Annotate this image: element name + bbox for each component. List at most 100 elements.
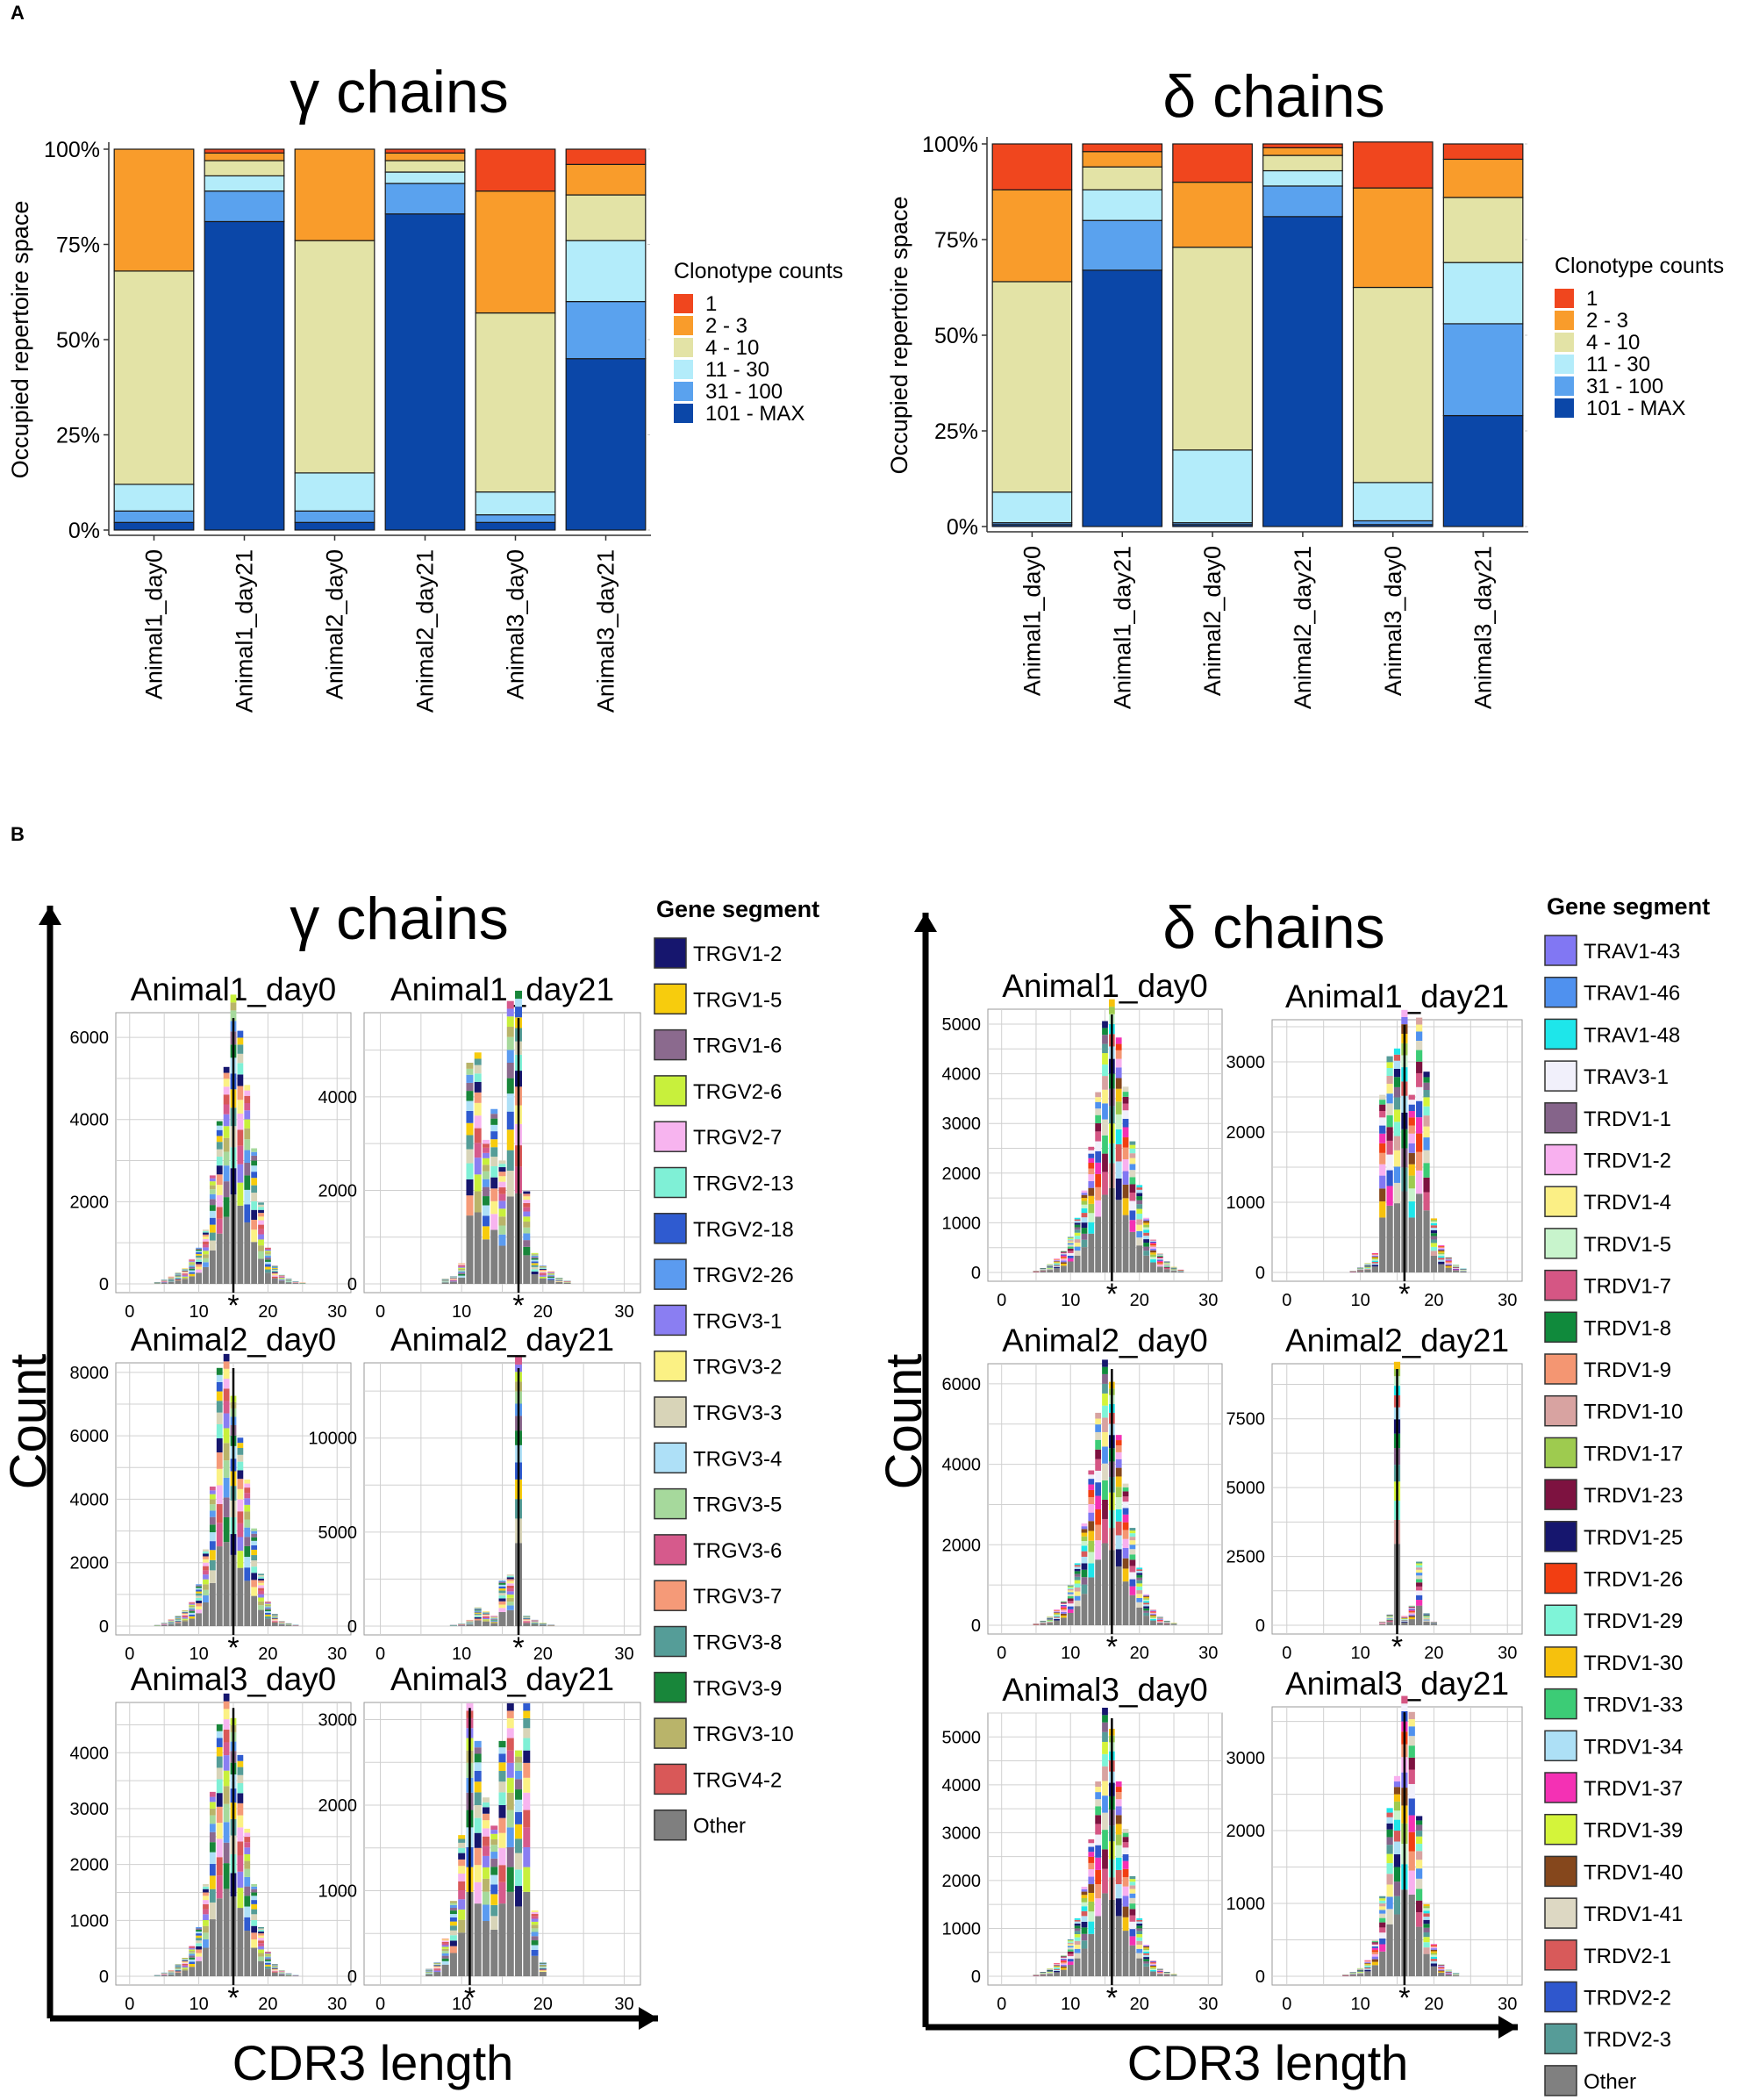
bar-segment: [1115, 1440, 1122, 1445]
bar-segment: [1408, 1608, 1415, 1609]
bar-segment: [168, 1279, 175, 1281]
bar-segment: [251, 1155, 258, 1161]
bar-segment: [1122, 1906, 1129, 1917]
bar-segment: [1136, 1602, 1143, 1608]
legend-label: 101 - MAX: [1586, 397, 1685, 420]
bar-segment: [265, 1611, 271, 1613]
legend-label: TRDV1-9: [1584, 1358, 1671, 1382]
x-tick-label: Animal3_day21: [593, 549, 619, 713]
bar-segment: [1129, 1936, 1136, 1946]
bar-segment: [1438, 1246, 1445, 1247]
median-asterisk: *: [1398, 1278, 1410, 1311]
bar-segment: [1423, 1906, 1430, 1909]
panel-title: Animal2_day21: [390, 1322, 614, 1358]
bar-segment: [1088, 1856, 1095, 1863]
bar-segment: [1143, 1232, 1149, 1236]
bar-segment: [1452, 1267, 1460, 1268]
y-tick-label: 0: [99, 1967, 109, 1987]
bar-segment: [1408, 1757, 1415, 1770]
bar-segment: [490, 1619, 498, 1620]
bar-segment: [216, 1129, 223, 1136]
bar-segment: [1430, 1948, 1438, 1950]
bar-segment: [209, 1524, 216, 1533]
bar-segment: [223, 1786, 230, 1804]
bar-segment: [490, 1852, 498, 1859]
y-tick-label: 4000: [318, 1088, 358, 1107]
bar-segment: [1423, 1137, 1430, 1150]
y-tick-label: 25%: [934, 419, 978, 444]
bar-segment: [490, 1131, 498, 1140]
bar-segment: [1095, 1815, 1102, 1824]
bar-segment: [539, 1269, 547, 1272]
bar-segment: [1438, 1259, 1445, 1262]
bar-segment: [1074, 1924, 1081, 1926]
bar-segment: [271, 1266, 278, 1268]
bar-segment: [294, 521, 375, 531]
bar-segment: [1047, 1972, 1054, 1974]
bar-segment: [203, 1266, 209, 1284]
bar-segment: [1143, 1610, 1149, 1613]
bar-segment: [258, 1605, 264, 1610]
bar-segment: [458, 1890, 466, 1900]
bar-segment: [1143, 1599, 1149, 1602]
bar-segment: [1371, 1950, 1378, 1953]
bar-segment: [203, 1896, 209, 1901]
bar-segment: [1423, 1614, 1430, 1616]
bar-segment: [209, 1193, 216, 1200]
bar-segment: [1416, 1170, 1423, 1194]
bar-segment: [175, 1617, 182, 1618]
bar-segment: [523, 1891, 531, 1976]
legend-swatch: [1544, 1981, 1577, 2013]
bar-segment: [1371, 1946, 1378, 1948]
bar-segment: [531, 1252, 539, 1254]
bar-segment: [237, 1470, 244, 1480]
x-tick-label: 30: [327, 1995, 347, 2014]
bar-segment: [1143, 1966, 1149, 1976]
bar-segment: [196, 1930, 202, 1932]
y-tick-label: 50%: [934, 324, 978, 348]
bar-segment: [1150, 1965, 1156, 1967]
bar-segment: [1408, 1606, 1415, 1608]
bar-segment: [237, 1044, 244, 1054]
bar-segment: [1371, 1965, 1378, 1976]
bar-segment: [506, 1609, 514, 1626]
bar-segment: [1386, 1616, 1393, 1618]
bar-segment: [490, 1618, 498, 1620]
bar-segment: [1445, 1267, 1452, 1272]
bar-segment: [216, 1523, 223, 1547]
panel-title: Animal2_day0: [131, 1322, 336, 1358]
bar-segment: [209, 1510, 216, 1517]
panel-title: Animal2_day21: [1285, 1322, 1509, 1358]
median-asterisk: *: [227, 1982, 239, 2015]
panel-title: Animal3_day21: [1285, 1666, 1509, 1702]
bar-segment: [196, 1943, 202, 1946]
bar-segment: [216, 1412, 223, 1424]
bar-segment: [1061, 1264, 1067, 1266]
bar-segment: [1379, 1951, 1386, 1976]
bar-segment: [1054, 1262, 1060, 1264]
bar-segment: [1386, 1093, 1393, 1104]
bar-segment: [498, 1164, 506, 1168]
legend-swatch: [1555, 355, 1574, 374]
bar-segment: [1067, 1240, 1074, 1242]
bar-segment: [1379, 1623, 1386, 1625]
bar-segment: [1102, 1480, 1108, 1500]
x-axis-label: CDR3 length: [1127, 2035, 1409, 2090]
bar-segment: [1438, 1251, 1445, 1253]
bar-segment: [223, 1361, 230, 1369]
bar-segment: [475, 312, 556, 493]
bar-segment: [523, 1717, 531, 1729]
bar-segment: [258, 1953, 264, 1957]
bar-segment: [271, 1619, 278, 1621]
bar-segment: [1067, 1939, 1074, 1941]
bar-segment: [216, 1731, 223, 1738]
bar-segment: [1129, 1192, 1136, 1201]
bar-segment: [258, 1609, 264, 1626]
bar-segment: [506, 1196, 514, 1284]
legend-swatch: [1544, 1437, 1577, 1469]
bar-segment: [1408, 1769, 1415, 1784]
bar-segment: [1150, 1241, 1156, 1244]
bar-segment: [1423, 1177, 1430, 1193]
bar-segment: [1067, 1947, 1074, 1950]
